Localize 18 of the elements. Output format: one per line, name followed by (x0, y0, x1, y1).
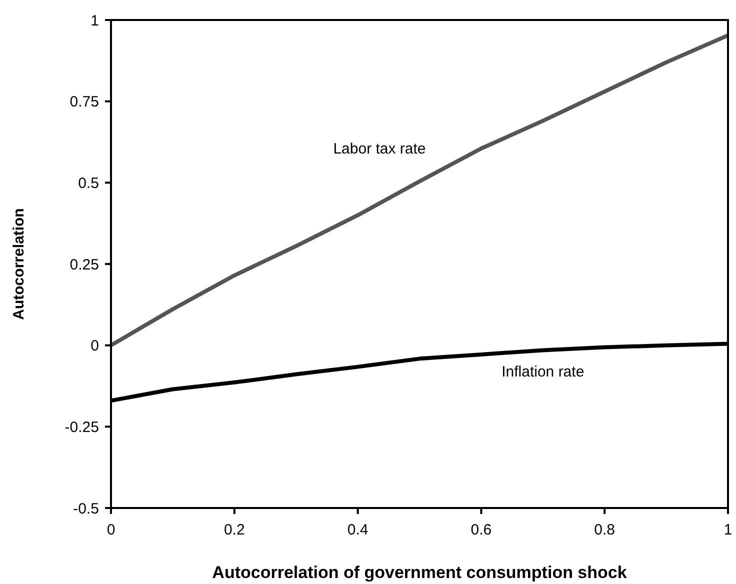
y-tick-label: 0.5 (78, 174, 99, 192)
y-tick-label: 0.75 (70, 94, 99, 111)
x-tick-label: 0.6 (470, 522, 492, 539)
y-tick-label: -0.25 (64, 418, 99, 436)
y-tick-label: -0.5 (73, 500, 99, 518)
y-axis-title: Autocorrelation (10, 208, 28, 320)
y-tick-label: 1 (90, 12, 99, 30)
line-series (111, 33, 728, 348)
x-tick-label: 0.8 (594, 522, 616, 539)
x-tick-label: 0.4 (347, 522, 368, 539)
x-axis-title: Autocorrelation of government consumption shock (212, 563, 628, 582)
series-label: Inflation rate (502, 364, 584, 381)
x-tick-label: 0.2 (224, 522, 245, 539)
x-tick-label: 0 (106, 522, 116, 539)
y-tick-label: 0.25 (70, 256, 99, 274)
y-tick-label: 0 (90, 338, 99, 355)
x-tick-label: 1 (724, 522, 732, 539)
series-label: Labor tax rate (333, 140, 426, 158)
